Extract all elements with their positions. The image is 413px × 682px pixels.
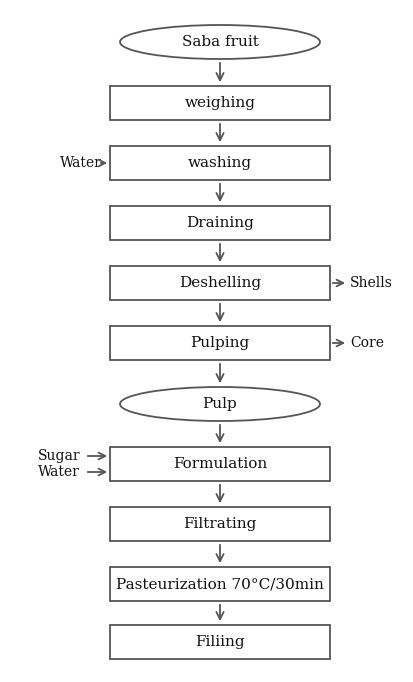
- Text: Pulp: Pulp: [202, 397, 237, 411]
- Ellipse shape: [120, 387, 319, 421]
- FancyBboxPatch shape: [110, 625, 329, 659]
- FancyBboxPatch shape: [110, 146, 329, 180]
- Text: Filtrating: Filtrating: [183, 517, 256, 531]
- Text: Core: Core: [349, 336, 383, 350]
- Text: Water: Water: [60, 156, 102, 170]
- Text: Pulping: Pulping: [190, 336, 249, 350]
- Ellipse shape: [120, 25, 319, 59]
- Text: Filiing: Filiing: [195, 635, 244, 649]
- FancyBboxPatch shape: [110, 567, 329, 601]
- Text: Sugar: Sugar: [38, 449, 81, 463]
- FancyBboxPatch shape: [110, 206, 329, 240]
- FancyBboxPatch shape: [110, 326, 329, 360]
- Text: Deshelling: Deshelling: [178, 276, 261, 290]
- Text: Saba fruit: Saba fruit: [181, 35, 258, 49]
- Text: Shells: Shells: [349, 276, 392, 290]
- Text: Draining: Draining: [185, 216, 253, 230]
- FancyBboxPatch shape: [110, 86, 329, 120]
- FancyBboxPatch shape: [110, 507, 329, 541]
- FancyBboxPatch shape: [110, 447, 329, 481]
- Text: Formulation: Formulation: [173, 457, 266, 471]
- Text: weighing: weighing: [184, 96, 255, 110]
- Text: washing: washing: [188, 156, 252, 170]
- Text: Pasteurization 70°C/30min: Pasteurization 70°C/30min: [116, 577, 323, 591]
- Text: Water: Water: [38, 465, 80, 479]
- FancyBboxPatch shape: [110, 266, 329, 300]
